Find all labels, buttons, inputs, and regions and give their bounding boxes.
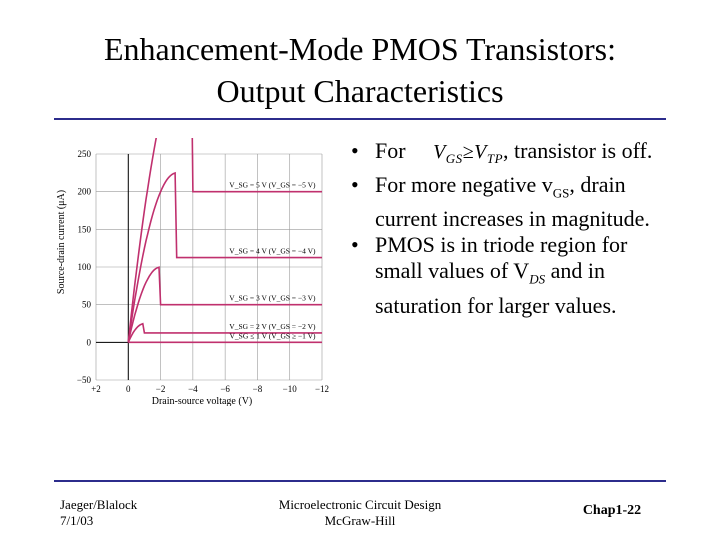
x-tick-label: −2 (156, 384, 166, 394)
curve-label: V_SG = 2 V (V_GS = −2 V) (229, 322, 316, 331)
formula-tp: TP (486, 151, 504, 166)
bullet-dot: • (351, 138, 359, 163)
bullet-1-prefix: For (375, 138, 406, 163)
formula-op: ≥ (462, 141, 475, 163)
y-tick-label: 150 (78, 224, 92, 234)
y-tick-label: 200 (78, 187, 92, 197)
bullet-1: • For VGS≥VTP, transistor is off. (343, 138, 673, 172)
bullet-1-suffix: , transistor is off. (503, 138, 653, 163)
y-tick-label: −50 (77, 375, 92, 385)
y-tick-label: 50 (82, 300, 92, 310)
y-tick-label: 100 (78, 262, 92, 272)
bullet-3-prefix: PMOS is in triode region for small value… (375, 232, 628, 284)
bullet-3-sub: DS (529, 271, 546, 287)
bullet-list: • For VGS≥VTP, transistor is off. • For … (343, 138, 673, 319)
slide-title: Enhancement-Mode PMOS Transistors: Outpu… (20, 28, 700, 112)
bullet-2-suffix: , drain current increases in magnitude. (375, 172, 650, 232)
characteristic-curve (127, 266, 322, 343)
x-tick-label: −8 (253, 384, 263, 394)
curve-layer (127, 138, 322, 344)
y-axis-label: Source-drain current (μA) (56, 190, 67, 294)
footer-author: Jaeger/Blalock (60, 497, 138, 512)
vgs-ge-vtp-formula: VGS≥VTP (433, 141, 504, 166)
curve-label: V_SG = 3 V (V_GS = −3 V) (229, 294, 316, 303)
x-tick-label: −6 (220, 384, 230, 394)
y-tick-label: 250 (78, 149, 92, 159)
footer-book: Microelectronic Circuit Design (278, 497, 442, 512)
formula-v: V (433, 141, 446, 163)
x-tick-label: −4 (188, 384, 198, 394)
output-characteristics-chart: −50 0 50 100 150 200 250 +2 0 −2 −4 −6 −8 −10 −12 V_SG … (56, 138, 329, 406)
bullet-3: • PMOS is in triode region for small val… (343, 232, 673, 318)
x-axis-label: Drain-source voltage (V) (152, 396, 253, 406)
footer-date: 7/1/03 (60, 513, 94, 528)
x-tick-label: −12 (315, 384, 329, 394)
label-layer: −50 0 50 100 150 200 250 +2 0 −2 −4 −6 −8 −10 −12 V_SG … (77, 149, 329, 394)
bullet-3-suffix: and in saturation for larger values. (375, 258, 617, 318)
footer-page: Chap1-22 (582, 503, 642, 518)
x-tick-label: +2 (91, 384, 101, 394)
x-tick-label: 0 (126, 384, 131, 394)
bullet-2: • For more negative vGS, drain current i… (343, 172, 673, 232)
footer-divider (54, 480, 666, 482)
y-tick-label: 0 (87, 337, 92, 347)
bullet-dot: • (351, 232, 359, 258)
characteristic-curve (127, 322, 322, 343)
title-divider (54, 118, 666, 120)
bullet-2-sub: GS (552, 185, 570, 201)
title-line-1: Enhancement-Mode PMOS Transistors: (104, 31, 616, 67)
formula-v2: V (474, 141, 487, 163)
footer-publisher: McGraw-Hill (324, 513, 396, 528)
bullet-2-prefix: For more negative v (375, 172, 553, 197)
curve-label: V_SG = 5 V (V_GS = −5 V) (229, 181, 316, 190)
characteristic-curve (127, 171, 322, 343)
x-tick-label: −10 (283, 384, 298, 394)
characteristic-curve (127, 138, 322, 343)
footer-book-block: Microelectronic Circuit Design McGraw-Hi… (250, 497, 470, 529)
title-line-2: Output Characteristics (216, 73, 504, 109)
curve-label: V_SG = 4 V (V_GS = −4 V) (229, 247, 316, 256)
bullet-dot: • (351, 172, 359, 197)
footer-author-block: Jaeger/Blalock 7/1/03 (60, 497, 137, 529)
formula-gs: GS (445, 151, 463, 166)
curve-label: V_SG ≤ 1 V (V_GS ≥ −1 V) (230, 331, 317, 340)
